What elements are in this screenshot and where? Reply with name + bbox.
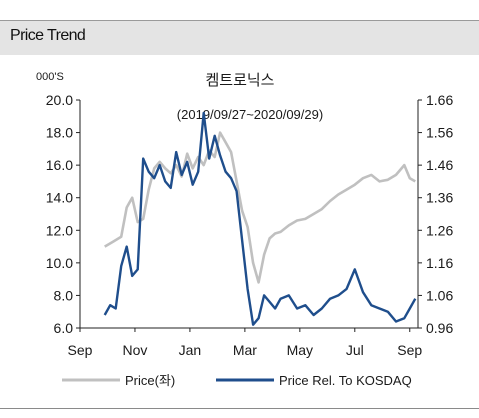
right-y-tick-label: 1.66	[426, 92, 453, 108]
series-line-rel-kosdaq	[103, 111, 417, 326]
series-line-price	[104, 131, 416, 284]
left-y-tick-label: 10.0	[46, 255, 73, 271]
series-layer	[103, 111, 417, 326]
x-tick-label: May	[287, 342, 313, 358]
right-y-ticks: 0.96 1.06 1.16 1.26 1.36 1.46 1.56 1.66	[418, 92, 453, 336]
left-y-tick-label: 20.0	[46, 92, 73, 108]
right-y-tick-label: 1.06	[426, 287, 453, 303]
x-tick-label: Sep	[397, 342, 422, 358]
right-y-tick-label: 1.26	[426, 222, 453, 238]
legend-label-rel-kosdaq: Price Rel. To KOSDAQ	[279, 373, 412, 388]
chart-subtitle: (2019/09/27~2020/09/29)	[177, 107, 323, 122]
left-y-tick-label: 18.0	[46, 125, 73, 141]
section-header-bar: Price Trend	[0, 20, 479, 55]
left-y-tick-label: 16.0	[46, 157, 73, 173]
legend-label-price: Price(좌)	[125, 373, 175, 388]
left-y-ticks: 6.0 8.0 10.0 12.0 14.0 16.0 18.0 20.0	[46, 92, 80, 336]
right-y-tick-label: 1.16	[426, 255, 453, 271]
x-tick-label: Nov	[123, 342, 148, 358]
right-y-tick-label: 1.56	[426, 125, 453, 141]
x-tick-label: Jan	[179, 342, 202, 358]
left-unit-label: 000'S	[36, 71, 64, 83]
section-title: Price Trend	[10, 27, 86, 44]
x-ticks: Sep Nov Jan Mar May Jul Sep	[68, 328, 422, 358]
right-y-tick-label: 1.36	[426, 190, 453, 206]
right-y-tick-label: 0.96	[426, 320, 453, 336]
chart-title: 켐트로닉스	[205, 72, 274, 89]
legend: Price(좌) Price Rel. To KOSDAQ	[62, 373, 412, 388]
left-y-tick-label: 8.0	[54, 287, 74, 303]
left-y-tick-label: 6.0	[54, 320, 74, 336]
right-y-tick-label: 1.46	[426, 157, 453, 173]
bottom-divider	[0, 408, 479, 409]
x-tick-label: Sep	[68, 342, 93, 358]
left-y-tick-label: 14.0	[46, 190, 73, 206]
x-tick-label: Mar	[233, 342, 257, 358]
left-y-tick-label: 12.0	[46, 222, 73, 238]
x-tick-label: Jul	[346, 342, 364, 358]
